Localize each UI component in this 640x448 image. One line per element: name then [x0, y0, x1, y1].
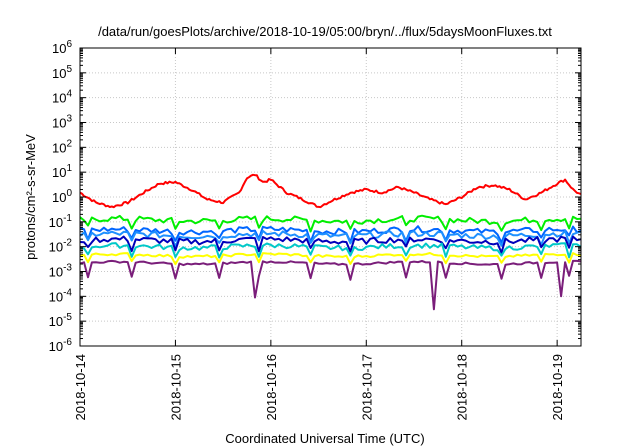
series-line-2 — [79, 214, 582, 233]
y-tick-label: 103 — [52, 114, 72, 131]
series-line-3 — [79, 225, 582, 244]
x-axis: 2018-10-14 2018-10-15 2018-10-16 2018-10-17… — [73, 48, 565, 421]
series-line-6 — [79, 242, 582, 259]
y-axis: 10-6 10-5 10-4 10-3 10-2 10-1 100 101 102 103 104 1… — [49, 39, 581, 354]
y-tick-label: 106 — [52, 39, 72, 56]
y-tick-label: 102 — [52, 138, 72, 155]
series-line-5 — [79, 235, 582, 254]
y-tick-label: 10-5 — [49, 312, 73, 329]
x-tick-label: 2018-10-18 — [455, 354, 470, 421]
y-tick-label: 10-1 — [49, 213, 73, 230]
chart-title: /data/run/goesPlots/archive/2018-10-19/0… — [98, 24, 552, 39]
y-tick-label: 10-6 — [49, 337, 73, 354]
y-tick-label: 105 — [52, 64, 72, 81]
x-tick-label: 2018-10-14 — [73, 354, 88, 421]
grid — [80, 48, 581, 346]
x-tick-label: 2018-10-15 — [168, 354, 183, 421]
y-tick-label: 101 — [52, 163, 72, 180]
x-tick-label: 2018-10-17 — [359, 354, 374, 421]
y-tick-label: 10-3 — [49, 263, 73, 280]
y-tick-label: 100 — [52, 188, 72, 205]
series-layer — [79, 173, 582, 311]
series-line-4 — [79, 229, 582, 248]
series-line-1 — [79, 173, 582, 209]
x-tick-label: 2018-10-19 — [550, 354, 565, 421]
x-axis-label: Coordinated Universal Time (UTC) — [225, 431, 424, 446]
y-tick-label: 104 — [52, 89, 72, 106]
x-tick-label: 2018-10-16 — [264, 354, 279, 421]
series-line-7 — [79, 252, 582, 266]
y-tick-label: 10-2 — [49, 238, 73, 255]
y-axis-label: protons/cm²-s-sr-MeV — [23, 134, 38, 260]
y-tick-label: 10-4 — [49, 287, 73, 304]
series-line-8 — [79, 259, 582, 311]
